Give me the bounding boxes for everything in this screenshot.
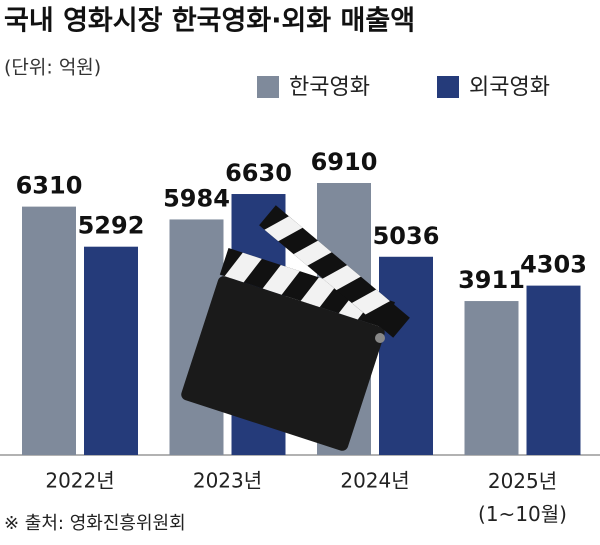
clapperboard-illustration xyxy=(181,205,410,451)
value-label: 5292 xyxy=(78,212,145,240)
legend-swatch xyxy=(437,76,459,98)
x-tick-label: 2025년 (1~10월) xyxy=(478,469,567,526)
bar xyxy=(22,206,76,455)
bar xyxy=(526,285,581,455)
chart-subtitle: (단위: 억원) xyxy=(4,57,101,79)
legend-label: 외국영화 xyxy=(469,75,550,100)
clapper-arm-stripes xyxy=(264,216,390,315)
value-label: 5984 xyxy=(163,184,230,212)
value-label: 3911 xyxy=(458,266,525,294)
clapper-hinge xyxy=(375,333,385,343)
value-label: 5036 xyxy=(373,222,440,250)
x-tick-label: 2022년 xyxy=(45,469,114,493)
x-tick-label: 2023년 xyxy=(193,469,262,493)
legend-swatch xyxy=(257,76,279,98)
value-label: 6310 xyxy=(16,172,83,200)
source: ※ 출처: 영화진흥위원회 xyxy=(4,513,186,534)
value-label: 6910 xyxy=(311,148,378,176)
bar xyxy=(464,301,519,455)
bar xyxy=(379,256,433,455)
chart-title: 국내 영화시장 한국영화·외화 매출액 xyxy=(4,6,415,37)
value-label: 4303 xyxy=(520,251,587,279)
clapper-body xyxy=(181,276,385,451)
value-label: 6630 xyxy=(225,159,292,187)
bar xyxy=(84,246,138,455)
legend-label: 한국영화 xyxy=(289,75,370,100)
x-tick-label: 2024년 xyxy=(340,469,409,493)
